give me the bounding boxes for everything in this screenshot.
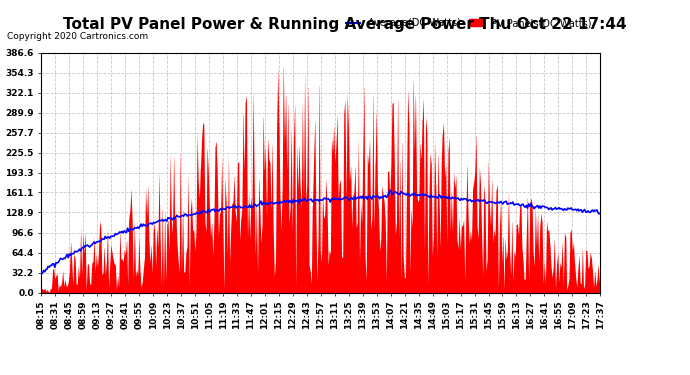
Text: Copyright 2020 Cartronics.com: Copyright 2020 Cartronics.com (7, 32, 148, 41)
Text: Total PV Panel Power & Running Average Power Thu Oct 22 17:44: Total PV Panel Power & Running Average P… (63, 17, 627, 32)
Legend: Average(DC Watts), PV Panels(DC Watts): Average(DC Watts), PV Panels(DC Watts) (342, 14, 595, 32)
